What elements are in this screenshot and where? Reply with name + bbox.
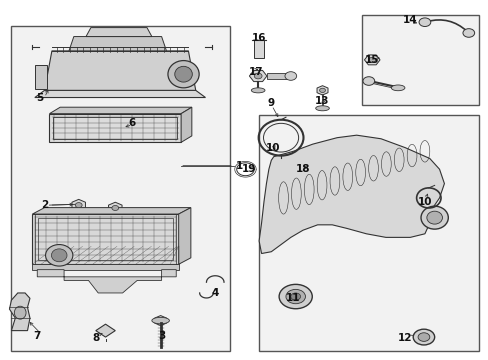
Text: 11: 11 — [285, 293, 300, 303]
Polygon shape — [44, 51, 195, 90]
Polygon shape — [108, 202, 122, 214]
Polygon shape — [35, 65, 47, 89]
Bar — [361, 15, 478, 105]
Text: 15: 15 — [364, 55, 379, 65]
Text: 4: 4 — [211, 288, 219, 298]
Ellipse shape — [420, 206, 447, 229]
Bar — [38, 219, 172, 260]
Polygon shape — [35, 90, 205, 98]
Polygon shape — [316, 86, 327, 95]
Bar — [49, 114, 181, 142]
Polygon shape — [72, 199, 85, 211]
Ellipse shape — [462, 29, 474, 37]
Polygon shape — [32, 264, 178, 270]
Bar — [254, 40, 264, 58]
Polygon shape — [86, 28, 152, 37]
Ellipse shape — [285, 289, 305, 304]
Polygon shape — [178, 208, 190, 264]
Ellipse shape — [285, 72, 296, 80]
Ellipse shape — [174, 66, 192, 82]
Text: 19: 19 — [242, 164, 256, 174]
Ellipse shape — [368, 57, 375, 62]
Ellipse shape — [14, 306, 26, 319]
Polygon shape — [69, 37, 166, 51]
Polygon shape — [32, 208, 190, 214]
Ellipse shape — [319, 88, 325, 93]
Text: 14: 14 — [402, 15, 417, 26]
Polygon shape — [249, 71, 266, 82]
Text: 12: 12 — [397, 333, 412, 343]
Text: 18: 18 — [295, 164, 309, 174]
Text: 7: 7 — [34, 331, 41, 341]
Ellipse shape — [290, 293, 300, 300]
Bar — [53, 117, 177, 139]
Text: 17: 17 — [248, 67, 263, 77]
Ellipse shape — [390, 85, 404, 91]
Ellipse shape — [279, 284, 312, 309]
Ellipse shape — [362, 77, 374, 85]
Text: 16: 16 — [251, 33, 266, 43]
Ellipse shape — [426, 211, 442, 224]
Polygon shape — [32, 214, 178, 264]
Text: 10: 10 — [265, 143, 280, 153]
Text: 3: 3 — [158, 331, 165, 341]
Ellipse shape — [45, 244, 73, 266]
Ellipse shape — [167, 60, 199, 88]
Ellipse shape — [75, 203, 82, 208]
Text: 6: 6 — [128, 118, 136, 128]
Polygon shape — [37, 270, 176, 293]
Text: 2: 2 — [41, 200, 48, 210]
Ellipse shape — [254, 73, 262, 79]
Text: 8: 8 — [92, 333, 99, 343]
Text: 9: 9 — [267, 98, 274, 108]
Bar — [259, 116, 478, 351]
Polygon shape — [259, 135, 444, 253]
Polygon shape — [49, 107, 191, 114]
Ellipse shape — [315, 106, 329, 111]
Ellipse shape — [112, 206, 119, 211]
Polygon shape — [96, 324, 115, 337]
Bar — [266, 73, 287, 79]
Ellipse shape — [412, 329, 434, 345]
Ellipse shape — [417, 333, 429, 341]
Ellipse shape — [51, 249, 67, 262]
Polygon shape — [305, 158, 320, 192]
Ellipse shape — [152, 318, 169, 324]
Text: 13: 13 — [315, 96, 329, 106]
Text: 10: 10 — [417, 197, 431, 207]
Polygon shape — [154, 316, 166, 325]
Ellipse shape — [251, 88, 264, 93]
Polygon shape — [364, 55, 379, 65]
Text: 5: 5 — [36, 93, 43, 103]
Polygon shape — [9, 293, 30, 330]
Text: 1: 1 — [236, 161, 243, 171]
Polygon shape — [181, 107, 191, 142]
Ellipse shape — [418, 18, 430, 27]
Bar — [11, 26, 229, 351]
